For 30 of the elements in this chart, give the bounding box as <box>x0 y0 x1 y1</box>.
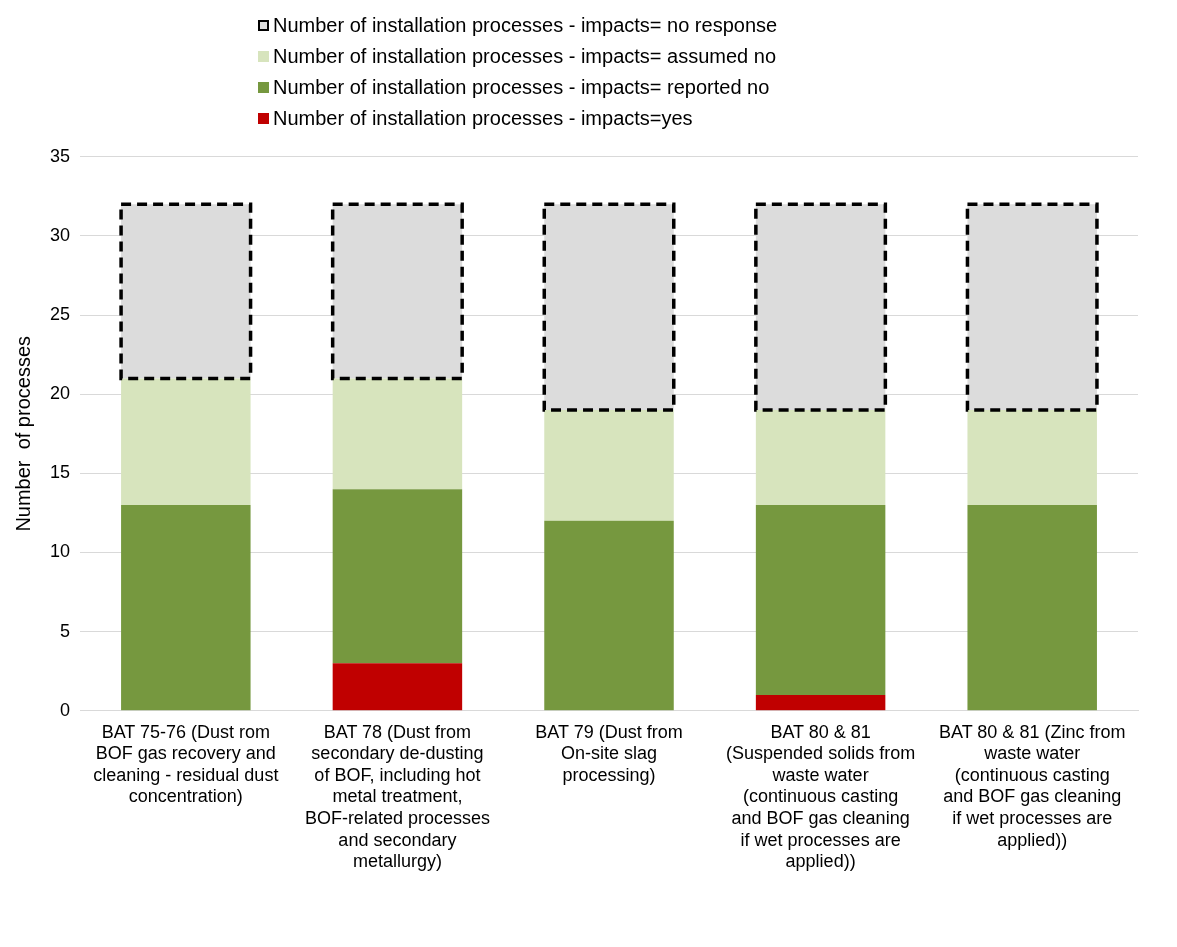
bar <box>755 505 886 695</box>
x-tick-label: BAT 75-76 (Dust rom BOF gas recovery and cleaning - residual dust concentration) <box>93 721 279 807</box>
y-tick-label: 0 <box>60 699 71 720</box>
x-tick-label: BAT 80 & 81 (Zinc from waste water (continuous casting and BOF gas cleaning if wet processes are applied)) <box>939 721 1126 850</box>
y-tick-label: 5 <box>60 620 71 641</box>
legend-label: Number of installation processes - impacts=yes <box>273 107 693 130</box>
bar <box>121 505 251 711</box>
y-tick-label: 20 <box>49 383 71 404</box>
x-tick-label: BAT 78 (Dust from secondary de-dusting of BOF, including hot metal treatment, BOF-related processes and secondary metallurgy) <box>304 721 490 872</box>
bar <box>967 505 1097 711</box>
y-tick-label: 35 <box>49 145 71 166</box>
x-tick-label: BAT 79 (Dust from On-site slag processing) <box>535 721 683 785</box>
bar <box>332 489 463 664</box>
x-tick-label: BAT 80 & 81 (Suspended solids from waste water (continuous casting and BOF gas cleaning if wet processes are applied)) <box>726 721 916 872</box>
bar <box>967 410 1097 506</box>
bar <box>332 663 463 711</box>
legend-label: Number of installation processes - impacts= assumed no <box>273 45 777 68</box>
bar <box>544 410 674 521</box>
y-tick-label: 10 <box>49 541 71 562</box>
y-tick-label: 25 <box>49 304 71 325</box>
y-tick-label: 15 <box>49 462 71 483</box>
bar <box>755 694 886 711</box>
bar <box>121 378 251 506</box>
bar <box>544 520 674 711</box>
y-tick-label: 30 <box>49 224 71 245</box>
bar <box>332 378 463 490</box>
legend-label: Number of installation processes - impacts= reported no <box>273 76 770 99</box>
bar <box>755 410 886 506</box>
legend-label: Number of installation processes - impacts= no response <box>273 14 778 37</box>
y-axis-title: Number of processes <box>11 335 34 532</box>
